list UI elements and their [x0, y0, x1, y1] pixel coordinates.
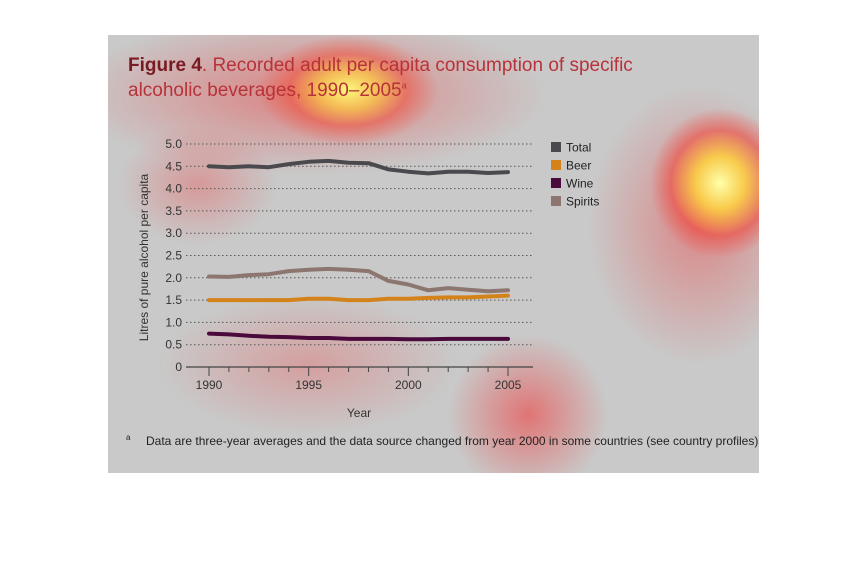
- series-lines: [207, 158, 510, 342]
- footnote-marker: a: [126, 433, 131, 442]
- figure-title-footnote-marker: a: [401, 80, 407, 91]
- y-tick-label: 2.5: [165, 249, 182, 263]
- figure-title: Figure 4. Recorded adult per capita cons…: [128, 53, 648, 103]
- legend: Total Beer Wine Spirits: [551, 141, 599, 209]
- y-axis-ticks: 0 0.5 1.0 1.5 2.0 2.5 3.0 3.5 4.0 4.5 5.0: [165, 137, 182, 374]
- y-tick-label: 4.5: [165, 159, 182, 173]
- legend-swatch-wine: [551, 178, 561, 188]
- x-axis-title: Year: [347, 406, 371, 420]
- y-tick-label: 4.0: [165, 182, 182, 196]
- series-line-spirits: [207, 266, 510, 294]
- x-tick-label: 2000: [395, 378, 422, 392]
- footnote-text: Data are three-year averages and the dat…: [146, 434, 759, 448]
- legend-label-total: Total: [566, 141, 591, 155]
- legend-label-spirits: Spirits: [566, 195, 599, 209]
- figure-label: Figure 4: [128, 55, 202, 76]
- footnote: a Data are three-year averages and the da…: [126, 433, 759, 448]
- x-tick-label: 1990: [196, 378, 223, 392]
- y-tick-label: 3.5: [165, 204, 182, 218]
- y-tick-label: 5.0: [165, 137, 182, 151]
- y-tick-label: 0: [175, 360, 182, 374]
- y-tick-label: 1.0: [165, 315, 182, 329]
- y-tick-label: 2.0: [165, 271, 182, 285]
- y-tick-label: 0.5: [165, 338, 182, 352]
- legend-swatch-beer: [551, 160, 561, 170]
- y-axis-title: Litres of pure alcohol per capita: [137, 173, 151, 341]
- legend-swatch-spirits: [551, 196, 561, 206]
- legend-label-wine: Wine: [566, 177, 594, 191]
- series-line-beer: [207, 293, 510, 303]
- x-axis: 1990 1995 2000 2005: [186, 366, 533, 392]
- series-line-wine: [207, 331, 510, 342]
- legend-label-beer: Beer: [566, 159, 591, 173]
- x-tick-label: 2005: [495, 378, 522, 392]
- figure-title-text: . Recorded adult per capita consumption …: [128, 55, 633, 101]
- line-chart: 0 0.5 1.0 1.5 2.0 2.5 3.0 3.5 4.0 4.5 5.0 1990 1995…: [137, 137, 599, 420]
- y-tick-label: 3.0: [165, 226, 182, 240]
- figure-panel: Figure 4. Recorded adult per capita cons…: [108, 35, 759, 473]
- series-line-total: [207, 158, 510, 176]
- x-tick-label: 1995: [295, 378, 322, 392]
- y-tick-label: 1.5: [165, 293, 182, 307]
- legend-swatch-total: [551, 142, 561, 152]
